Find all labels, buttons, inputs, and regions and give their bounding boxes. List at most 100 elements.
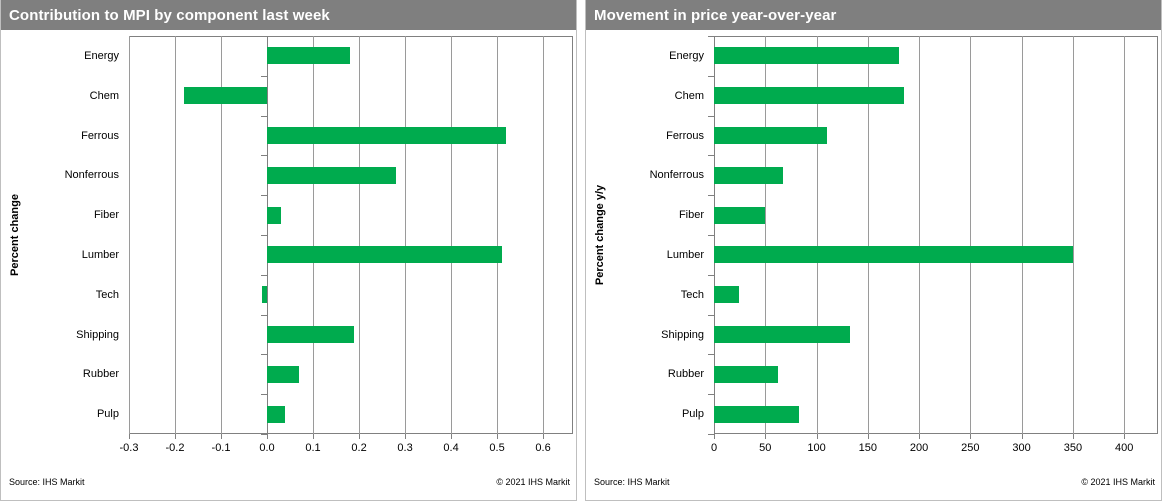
gridline	[175, 36, 176, 434]
gridline	[221, 36, 223, 434]
copyright-note: © 2021 IHS Markit	[1081, 477, 1155, 487]
category-axis-tick	[261, 195, 268, 197]
bar-ferrous	[714, 127, 827, 144]
x-tick-label: -0.2	[165, 442, 185, 454]
chart-footer: Source: IHS Markit © 2021 IHS Markit	[1, 462, 576, 500]
category-label: Lumber	[666, 248, 704, 261]
category-axis-tick	[261, 115, 268, 117]
copyright-note: © 2021 IHS Markit	[496, 477, 570, 487]
x-tick-label: 0.2	[351, 442, 367, 454]
x-axis-tick	[497, 434, 499, 439]
chart-title-bar: Movement in price year-over-year	[586, 0, 1161, 30]
category-label: Rubber	[667, 368, 704, 381]
x-tick-label: 0.1	[305, 442, 321, 454]
category-axis-tick	[708, 115, 714, 117]
x-tick-label: 250	[961, 442, 980, 454]
category-axis-tick	[708, 195, 714, 197]
gridline	[1021, 36, 1023, 434]
x-axis-tick	[129, 434, 130, 439]
x-axis-tick	[765, 434, 767, 439]
x-axis-tick	[221, 434, 223, 439]
gridline	[129, 36, 130, 434]
x-axis-tick	[267, 434, 269, 439]
x-axis-tick	[451, 434, 453, 439]
x-tick-label: -0.1	[211, 442, 231, 454]
bar-shipping	[267, 326, 355, 343]
y-axis-label: Percent change y/y	[594, 184, 606, 286]
x-tick-label: 0.0	[259, 442, 275, 454]
category-axis-tick	[708, 314, 714, 316]
x-tick-label: 100	[807, 442, 826, 454]
category-axis-tick	[261, 36, 268, 37]
gridline	[405, 36, 407, 434]
bar-nonferrous	[714, 166, 783, 184]
category-axis-tick	[708, 75, 714, 77]
category-label: Pulp	[681, 408, 704, 421]
source-note: Source: IHS Markit	[594, 477, 670, 487]
category-axis-tick	[708, 394, 714, 396]
x-axis-tick	[970, 434, 972, 439]
category-axis-tick	[261, 314, 268, 316]
gridline	[451, 36, 453, 434]
zero-axis-line	[267, 36, 269, 435]
gridline	[765, 36, 767, 434]
bar-pulp	[714, 405, 800, 423]
bar-nonferrous	[267, 166, 396, 184]
x-tick-label: 200	[909, 442, 929, 454]
category-label: Ferrous	[666, 129, 704, 142]
category-label: Tech	[680, 288, 704, 301]
bar-chem	[184, 87, 268, 105]
panel-price-movement: Movement in price year-over-year Percent…	[585, 0, 1162, 501]
category-axis-tick	[708, 434, 714, 435]
panel-mpi-contribution: Contribution to MPI by component last we…	[0, 0, 577, 501]
x-tick-label: 150	[858, 442, 877, 454]
category-axis-tick	[708, 354, 714, 356]
chart-title: Movement in price year-over-year	[594, 6, 837, 24]
x-axis-tick	[175, 434, 176, 439]
bar-tech	[714, 286, 739, 304]
category-label: Fiber	[678, 209, 704, 222]
category-axis-tick	[261, 235, 268, 236]
category-label: Pulp	[96, 408, 119, 421]
gridline	[1072, 36, 1074, 434]
category-axis-tick	[708, 274, 714, 276]
category-axis-tick	[261, 394, 268, 396]
bar-fiber	[714, 206, 766, 224]
category-label: Nonferrous	[64, 169, 119, 182]
category-label: Shipping	[661, 328, 704, 341]
category-axis-tick	[261, 434, 268, 435]
bar-lumber	[714, 246, 1073, 264]
bar-chem	[714, 87, 904, 105]
bar-shipping	[714, 326, 851, 343]
x-axis-tick	[1072, 434, 1074, 439]
x-axis-tick	[714, 434, 715, 439]
bar-tech	[262, 286, 268, 304]
bar-ferrous	[267, 127, 507, 144]
category-label: Lumber	[81, 248, 119, 261]
category-label: Ferrous	[81, 129, 119, 142]
category-axis-tick	[708, 155, 714, 157]
x-axis-tick	[543, 434, 545, 439]
x-axis-tick	[1124, 434, 1126, 439]
zero-axis-line	[714, 36, 715, 435]
x-tick-label: 0.5	[489, 442, 505, 454]
bar-lumber	[267, 246, 502, 264]
bar-rubber	[267, 365, 300, 383]
bar-rubber	[714, 365, 778, 383]
category-label: Energy	[669, 49, 704, 62]
x-tick-label: 400	[1114, 442, 1134, 454]
x-tick-label: 0	[710, 442, 718, 454]
category-label: Nonferrous	[649, 169, 704, 182]
x-axis-tick	[919, 434, 921, 439]
source-note: Source: IHS Markit	[9, 477, 85, 487]
gridline	[313, 36, 315, 434]
category-axis-tick	[708, 235, 714, 236]
x-axis-tick	[359, 434, 361, 439]
category-axis-tick	[708, 36, 714, 37]
category-axis-tick	[261, 155, 268, 157]
chart-title-bar: Contribution to MPI by component last we…	[1, 0, 576, 30]
bar-energy	[267, 47, 350, 65]
x-tick-label: 0.6	[535, 442, 551, 454]
bar-pulp	[267, 405, 286, 423]
